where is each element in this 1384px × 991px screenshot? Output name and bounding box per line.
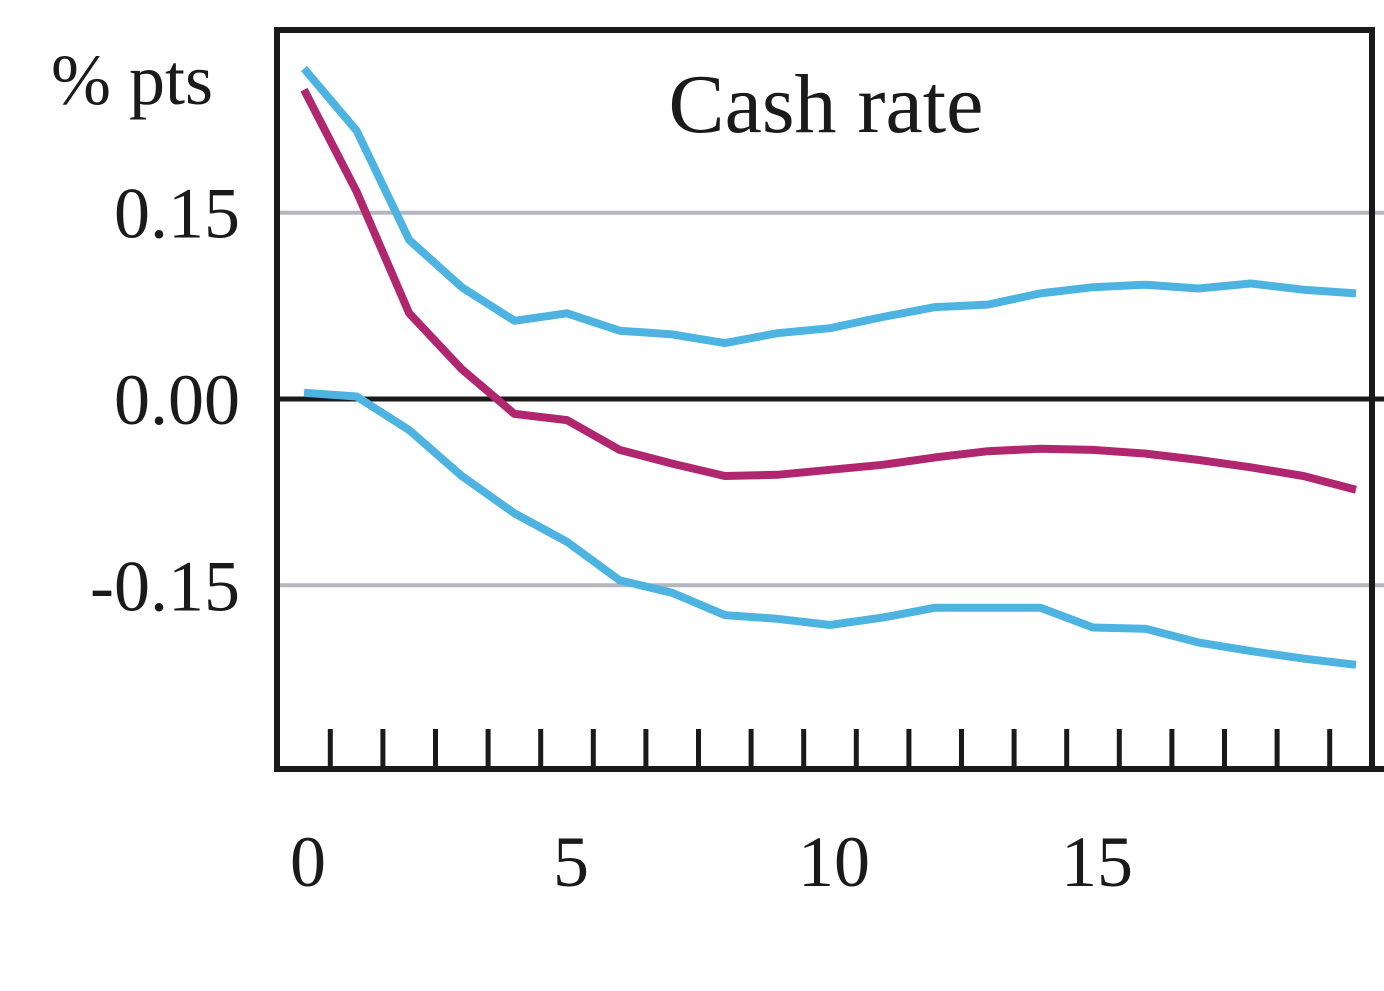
x-tick-label-1: 5 xyxy=(553,822,589,902)
y-tick-label-1: 0.00 xyxy=(114,360,240,440)
x-tick-label-3: 15 xyxy=(1061,822,1133,902)
series-line-2 xyxy=(303,388,1357,669)
y-axis-unit-label: % pts xyxy=(51,40,213,120)
plot-frame xyxy=(274,27,1384,772)
series-line-1 xyxy=(300,87,1358,494)
chart-title: Cash rate xyxy=(669,58,984,151)
series-lines xyxy=(300,66,1358,669)
y-axis-tick-labels: 0.15 0.00 -0.15 xyxy=(90,174,240,627)
gridlines xyxy=(277,210,1384,588)
x-axis-tick-labels: 0 5 10 15 xyxy=(290,822,1133,902)
x-axis-ticks xyxy=(327,729,1333,769)
y-tick-label-2: -0.15 xyxy=(90,546,240,626)
x-tick-label-2: 10 xyxy=(798,822,870,902)
y-tick-label-0: 0.15 xyxy=(114,174,240,254)
series-line-0 xyxy=(300,66,1357,348)
x-tick-label-0: 0 xyxy=(290,822,326,902)
